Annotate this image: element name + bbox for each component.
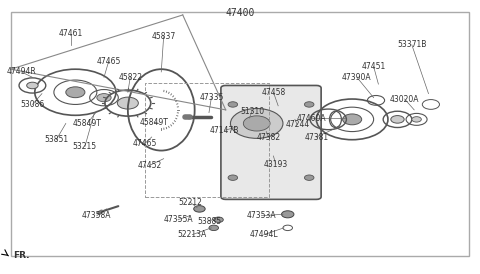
- Circle shape: [412, 117, 421, 122]
- Circle shape: [117, 97, 138, 109]
- Text: 45837: 45837: [152, 32, 176, 41]
- Text: 47461: 47461: [59, 29, 83, 38]
- Text: 47465: 47465: [132, 139, 157, 148]
- Text: 47147B: 47147B: [210, 126, 240, 135]
- Text: 53215: 53215: [73, 142, 97, 151]
- Text: 47381: 47381: [304, 133, 328, 141]
- Text: 47400: 47400: [225, 8, 255, 18]
- FancyBboxPatch shape: [221, 85, 321, 199]
- Circle shape: [228, 102, 238, 107]
- Text: 53885: 53885: [197, 216, 221, 226]
- Text: 47494L: 47494L: [250, 230, 278, 239]
- Circle shape: [66, 87, 85, 98]
- Text: 47244: 47244: [285, 120, 310, 129]
- Text: 43020A: 43020A: [390, 95, 420, 104]
- Text: FR.: FR.: [13, 252, 30, 260]
- Text: 52213A: 52213A: [178, 230, 207, 239]
- Text: 47353A: 47353A: [247, 211, 276, 220]
- Text: 53371B: 53371B: [397, 40, 427, 49]
- Circle shape: [228, 175, 238, 180]
- Text: 47390A: 47390A: [342, 73, 372, 82]
- Circle shape: [194, 206, 205, 212]
- Text: 45822: 45822: [118, 73, 142, 82]
- Text: 43193: 43193: [264, 160, 288, 169]
- Circle shape: [214, 217, 223, 222]
- Circle shape: [304, 175, 314, 180]
- Text: 45849T: 45849T: [73, 119, 102, 128]
- Circle shape: [27, 82, 38, 89]
- Text: 53086: 53086: [20, 100, 45, 109]
- Text: 45849T: 45849T: [140, 118, 168, 127]
- Circle shape: [343, 114, 362, 125]
- Text: 47452: 47452: [137, 161, 161, 170]
- Circle shape: [243, 116, 270, 131]
- Circle shape: [281, 211, 294, 218]
- Text: 47451: 47451: [361, 62, 386, 71]
- Circle shape: [209, 225, 218, 231]
- Text: 47382: 47382: [257, 133, 281, 141]
- Text: 51310: 51310: [240, 107, 264, 116]
- Circle shape: [230, 109, 283, 138]
- Circle shape: [97, 94, 111, 102]
- Circle shape: [391, 116, 404, 123]
- Text: 47358A: 47358A: [82, 211, 111, 220]
- Text: 53851: 53851: [44, 135, 68, 144]
- Text: 52212: 52212: [178, 198, 202, 207]
- Text: 47460A: 47460A: [297, 113, 326, 122]
- Text: 47355A: 47355A: [163, 215, 193, 224]
- Circle shape: [304, 102, 314, 107]
- Text: 47335: 47335: [199, 93, 224, 102]
- Text: 47494R: 47494R: [7, 67, 36, 76]
- Text: 47458: 47458: [261, 88, 286, 97]
- Text: 47465: 47465: [96, 56, 121, 65]
